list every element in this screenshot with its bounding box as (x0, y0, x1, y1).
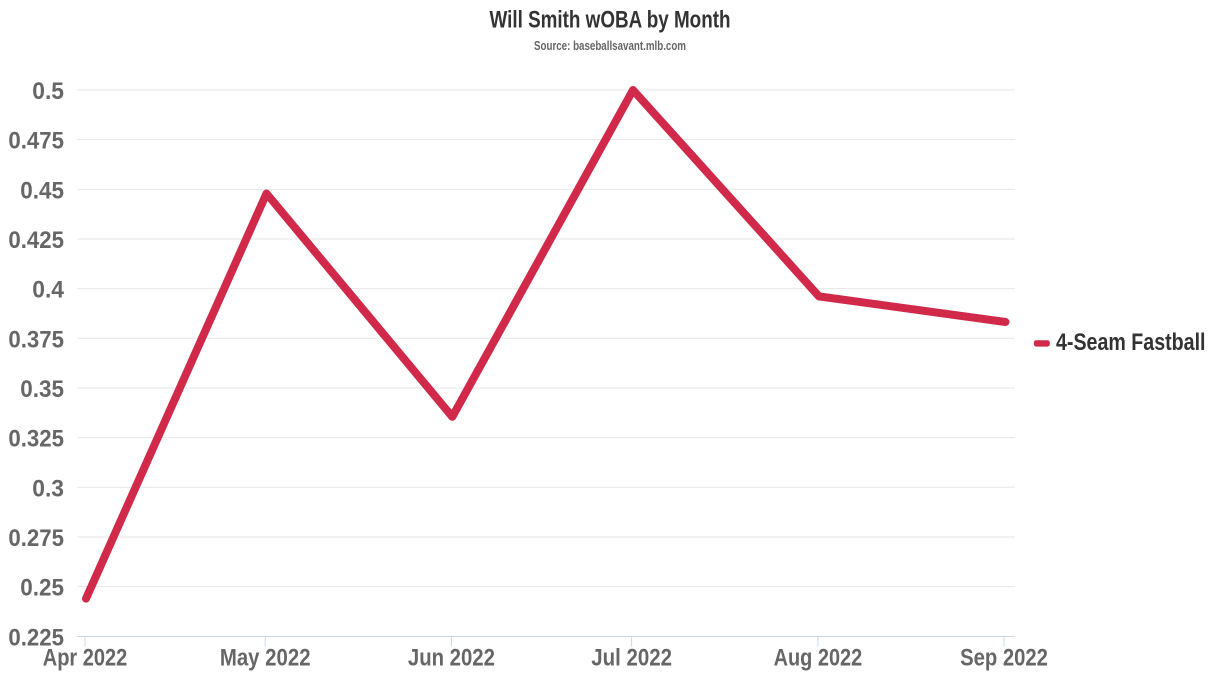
svg-text:Apr 2022: Apr 2022 (43, 644, 128, 671)
svg-text:0.225: 0.225 (8, 624, 64, 651)
svg-text:0.275: 0.275 (8, 525, 64, 552)
svg-text:Aug 2022: Aug 2022 (774, 644, 863, 671)
svg-text:0.425: 0.425 (8, 227, 64, 254)
svg-text:0.35: 0.35 (20, 376, 64, 403)
svg-text:Jul 2022: Jul 2022 (591, 644, 672, 671)
svg-text:0.375: 0.375 (8, 326, 64, 353)
svg-text:0.4: 0.4 (32, 277, 64, 304)
svg-text:0.25: 0.25 (20, 575, 64, 602)
svg-text:Jun 2022: Jun 2022 (408, 644, 495, 671)
svg-text:0.5: 0.5 (32, 78, 64, 105)
svg-text:Source: baseballsavant.mlb.com: Source: baseballsavant.mlb.com (534, 38, 686, 53)
svg-text:Sep 2022: Sep 2022 (960, 644, 1048, 671)
svg-text:0.45: 0.45 (20, 177, 64, 204)
svg-text:4-Seam Fastball: 4-Seam Fastball (1056, 329, 1206, 356)
svg-text:May 2022: May 2022 (220, 644, 311, 671)
svg-text:0.3: 0.3 (32, 475, 64, 502)
svg-text:Will Smith wOBA by Month: Will Smith wOBA by Month (490, 6, 731, 33)
svg-text:0.325: 0.325 (8, 426, 64, 453)
svg-text:0.475: 0.475 (8, 128, 64, 155)
